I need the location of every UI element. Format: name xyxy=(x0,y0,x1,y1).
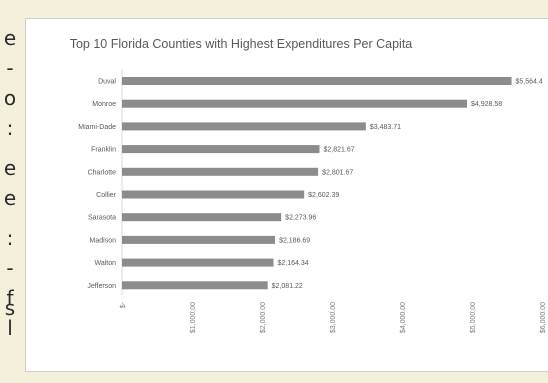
x-tick-label: $1,000.00 xyxy=(190,302,197,333)
bar xyxy=(122,122,366,131)
bar xyxy=(122,213,282,222)
bar xyxy=(122,235,276,244)
data-label: $2,164.34 xyxy=(278,260,309,267)
x-tick-label: $3,000.00 xyxy=(330,302,337,333)
x-tick-label: $5,000.00 xyxy=(470,302,477,333)
data-label: $4,928.58 xyxy=(471,101,502,108)
category-label: Madison xyxy=(90,237,117,244)
side-text-glyph: e xyxy=(3,26,17,50)
category-label: Sarasota xyxy=(88,215,116,222)
data-label: $2,821.67 xyxy=(324,147,355,154)
category-label: Walton xyxy=(94,260,116,267)
chart-title: Top 10 Florida Counties with Highest Exp… xyxy=(69,37,413,51)
side-text-glyph: e xyxy=(3,186,17,210)
data-label: $2,081.22 xyxy=(272,283,303,290)
side-text-glyph: - xyxy=(6,56,14,80)
category-label: Duval xyxy=(98,79,116,86)
side-text-glyph: : xyxy=(6,116,14,140)
chart-panel: Top 10 Florida Counties with Highest Exp… xyxy=(25,18,548,372)
x-tick-label: $4,000.00 xyxy=(400,302,407,333)
side-text-glyph: e xyxy=(3,156,17,180)
x-tick-label: $2,000.00 xyxy=(260,302,267,333)
category-label: Charlotte xyxy=(88,169,117,176)
category-label: Monroe xyxy=(92,101,116,108)
bar xyxy=(122,167,319,176)
bar xyxy=(122,190,305,199)
bar xyxy=(122,77,512,85)
data-label: $3,483.71 xyxy=(370,124,401,131)
data-label: $2,273.96 xyxy=(285,215,316,222)
category-label: Franklin xyxy=(91,147,116,154)
x-tick-label: $- xyxy=(120,301,127,308)
bar xyxy=(122,281,268,290)
side-text-glyph: o xyxy=(3,86,17,110)
bar xyxy=(122,145,320,154)
side-text-glyph: s xyxy=(4,296,16,320)
data-label: $2,801.67 xyxy=(322,169,353,176)
bar xyxy=(122,258,274,267)
data-label: $2,186.69 xyxy=(279,237,310,244)
data-label: $2,602.39 xyxy=(308,192,339,199)
side-text-glyph: - xyxy=(6,256,14,280)
category-label: Miami-Dade xyxy=(78,124,116,131)
side-text-glyph: : xyxy=(6,226,14,250)
bar-chart: Duval $5,564.4 Monroe $4,928.58 Miami-Dade $3… xyxy=(78,69,547,333)
x-tick-label: $6,000.00 xyxy=(540,302,547,333)
side-text-glyph: f xyxy=(6,286,14,310)
category-label: Collier xyxy=(96,192,117,199)
data-label: $5,564.4 xyxy=(516,79,543,86)
category-label: Jefferson xyxy=(87,283,116,290)
bar xyxy=(122,99,468,108)
side-text-glyph: l xyxy=(7,316,13,340)
